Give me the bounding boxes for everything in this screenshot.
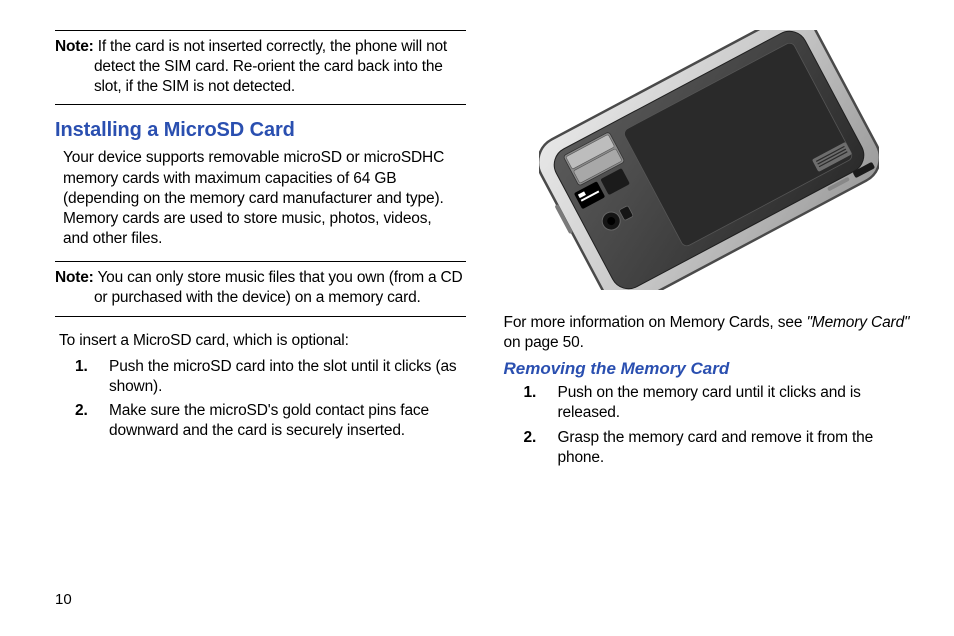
note-label: Note: xyxy=(55,269,94,286)
note-label: Note: xyxy=(55,38,94,55)
step-item: Push on the memory card until it clicks … xyxy=(524,383,915,423)
heading-remove-card: Removing the Memory Card xyxy=(504,359,915,379)
caption-suffix: on page 50. xyxy=(504,334,584,351)
note-text: You can only store music files that you … xyxy=(94,269,463,306)
phone-back-illustration xyxy=(539,30,879,290)
left-column: Note: If the card is not inserted correc… xyxy=(55,30,466,570)
remove-steps: Push on the memory card until it clicks … xyxy=(524,383,915,468)
note-sim: Note: If the card is not inserted correc… xyxy=(55,30,466,105)
heading-install-microsd: Installing a MicroSD Card xyxy=(55,119,466,142)
page-number: 10 xyxy=(55,591,72,608)
caption-reference: "Memory Card" xyxy=(806,314,909,331)
note-text: If the card is not inserted correctly, t… xyxy=(94,38,447,95)
right-column: For more information on Memory Cards, se… xyxy=(504,30,915,570)
insert-steps: Push the microSD card into the slot unti… xyxy=(75,357,466,442)
step-item: Make sure the microSD's gold contact pin… xyxy=(75,401,466,441)
step-item: Grasp the memory card and remove it from… xyxy=(524,428,915,468)
step-item: Push the microSD card into the slot unti… xyxy=(75,357,466,397)
intro-paragraph: Your device supports removable microSD o… xyxy=(63,148,458,249)
insert-lead: To insert a MicroSD card, which is optio… xyxy=(59,331,462,351)
figure-caption: For more information on Memory Cards, se… xyxy=(504,313,911,353)
note-music: Note: You can only store music files tha… xyxy=(55,261,466,317)
caption-prefix: For more information on Memory Cards, se… xyxy=(504,314,807,331)
phone-figure xyxy=(504,30,915,295)
